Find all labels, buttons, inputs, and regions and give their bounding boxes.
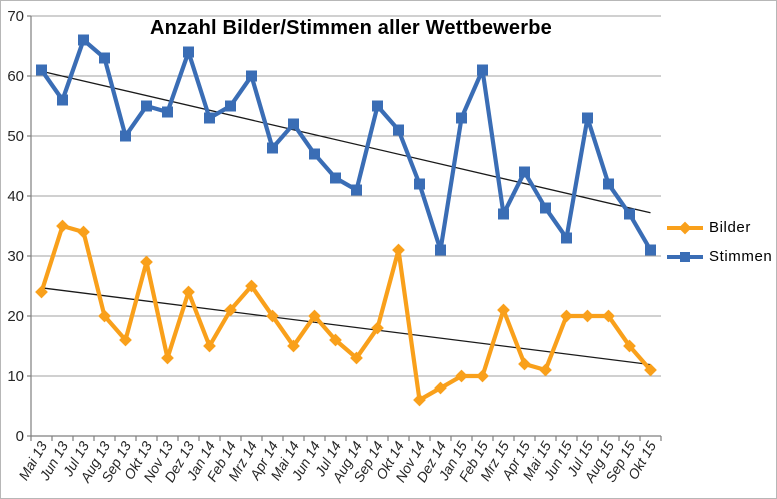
bilder-marker[interactable] [581,309,594,323]
stimmen-marker[interactable] [435,244,446,256]
stimmen-marker[interactable] [225,100,236,112]
bilder-marker[interactable] [77,225,90,239]
stimmen-marker[interactable] [603,178,614,190]
bilder-marker[interactable] [245,279,258,293]
bilder-line-icon [667,221,703,234]
bilder-marker[interactable] [56,219,69,233]
stimmen-marker[interactable] [498,208,509,220]
y-axis-label: 10 [7,368,24,385]
stimmen-marker[interactable] [414,178,425,190]
square-marker-icon [680,251,690,262]
stimmen-marker[interactable] [330,172,341,184]
bilder-trendline [41,287,651,366]
legend-label-stimmen: Stimmen [709,248,773,265]
stimmen-marker[interactable] [57,94,68,106]
stimmen-marker[interactable] [99,52,110,64]
y-axis-label: 0 [16,428,24,445]
bilder-marker[interactable] [308,309,321,323]
stimmen-marker[interactable] [162,106,173,118]
stimmen-marker[interactable] [561,232,572,244]
stimmen-line-icon [667,251,703,262]
bilder-marker[interactable] [371,321,384,335]
bilder-marker[interactable] [287,339,300,353]
bilder-marker[interactable] [119,333,132,347]
stimmen-marker[interactable] [183,46,194,58]
y-axis-label: 70 [7,8,24,25]
bilder-marker[interactable] [182,285,195,299]
bilder-marker[interactable] [161,351,174,365]
stimmen-marker[interactable] [141,100,152,112]
bilder-marker[interactable] [98,309,111,323]
stimmen-marker[interactable] [78,34,89,46]
stimmen-marker[interactable] [120,130,131,142]
stimmen-marker[interactable] [477,64,488,76]
bilder-marker[interactable] [350,351,363,365]
stimmen-marker[interactable] [519,166,530,178]
stimmen-series-line[interactable] [39,37,653,253]
bilder-marker[interactable] [392,243,405,257]
bilder-marker[interactable] [560,309,573,323]
stimmen-marker[interactable] [246,70,257,82]
bilder-marker[interactable] [518,357,531,371]
bilder-marker[interactable] [434,381,447,395]
stimmen-marker[interactable] [540,202,551,214]
bilder-marker[interactable] [140,255,153,269]
bilder-marker[interactable] [329,333,342,347]
stimmen-marker[interactable] [204,112,215,124]
y-axis-label: 40 [7,188,24,205]
bilder-marker[interactable] [224,303,237,317]
stimmen-marker[interactable] [372,100,383,112]
legend-item-stimmen[interactable]: Stimmen [667,248,772,265]
y-axis-label: 50 [7,128,24,145]
stimmen-marker[interactable] [309,148,320,160]
legend-label-bilder: Bilder [709,219,751,236]
y-axis-label: 20 [7,308,24,325]
bilder-marker[interactable] [476,369,489,383]
stimmen-marker[interactable] [288,118,299,130]
legend: Bilder Stimmen [667,219,772,265]
stimmen-marker[interactable] [582,112,593,124]
stimmen-marker[interactable] [645,244,656,256]
stimmen-trendline [41,70,651,214]
stimmen-marker[interactable] [456,112,467,124]
diamond-marker-icon [678,221,692,234]
bilder-marker[interactable] [497,303,510,317]
y-axis-label: 30 [7,248,24,265]
stimmen-marker[interactable] [624,208,635,220]
stimmen-marker[interactable] [393,124,404,136]
bilder-marker[interactable] [35,285,48,299]
stimmen-marker[interactable] [351,184,362,196]
legend-item-bilder[interactable]: Bilder [667,219,772,236]
y-axis-label: 60 [7,68,24,85]
bilder-marker[interactable] [539,363,552,377]
stimmen-marker[interactable] [267,142,278,154]
bilder-series-line[interactable] [39,223,653,403]
bilder-marker[interactable] [455,369,468,383]
bilder-marker[interactable] [266,309,279,323]
bilder-marker[interactable] [203,339,216,353]
bilder-marker[interactable] [413,393,426,407]
stimmen-marker[interactable] [36,64,47,76]
chart-title: Anzahl Bilder/Stimmen aller Wettbewerbe [150,17,552,39]
